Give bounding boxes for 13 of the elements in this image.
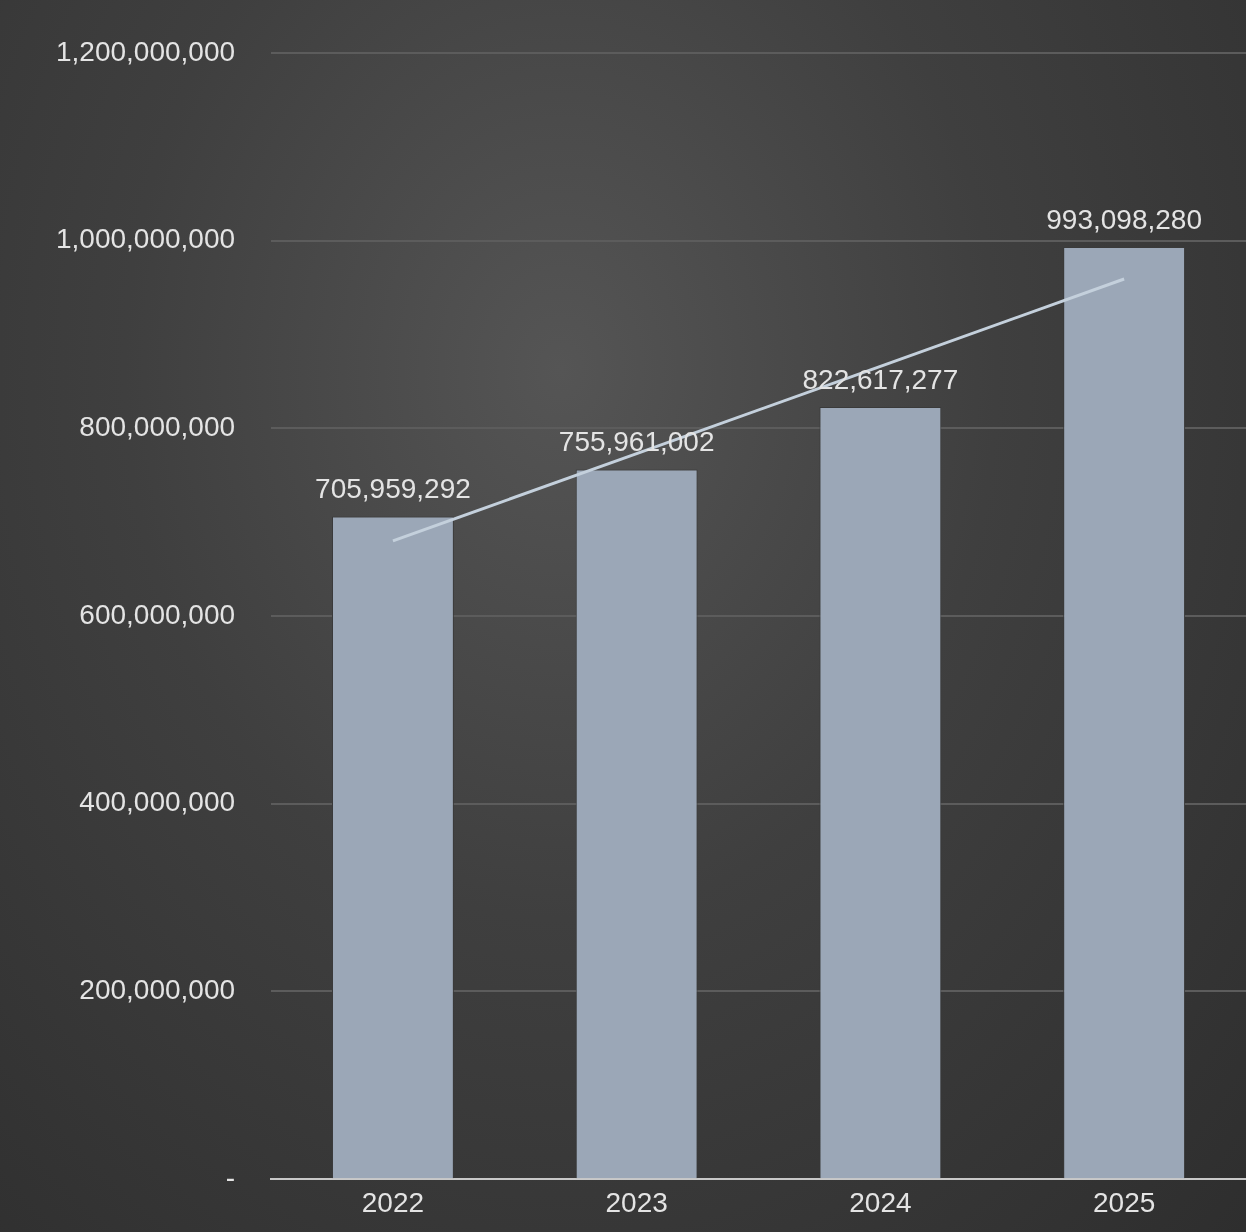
y-tick-label: 400,000,000 [79,786,236,818]
data-label: 993,098,280 [1046,203,1202,235]
x-tick-label: 2025 [1092,1186,1156,1218]
x-tick-label: 2024 [849,1186,912,1218]
x-tick-label: 2023 [605,1186,668,1218]
data-label: 705,959,292 [315,473,471,505]
y-tick-label: - [225,1161,236,1193]
y-tick-label: 600,000,000 [79,598,236,630]
y-tick-label: 800,000,000 [79,410,236,442]
x-tick-label: 2022 [361,1186,425,1218]
y-tick-label: 200,000,000 [79,974,236,1006]
y-tick-label: 1,000,000,000 [56,223,236,255]
y-tick-label: 1,200,000,000 [56,35,236,67]
